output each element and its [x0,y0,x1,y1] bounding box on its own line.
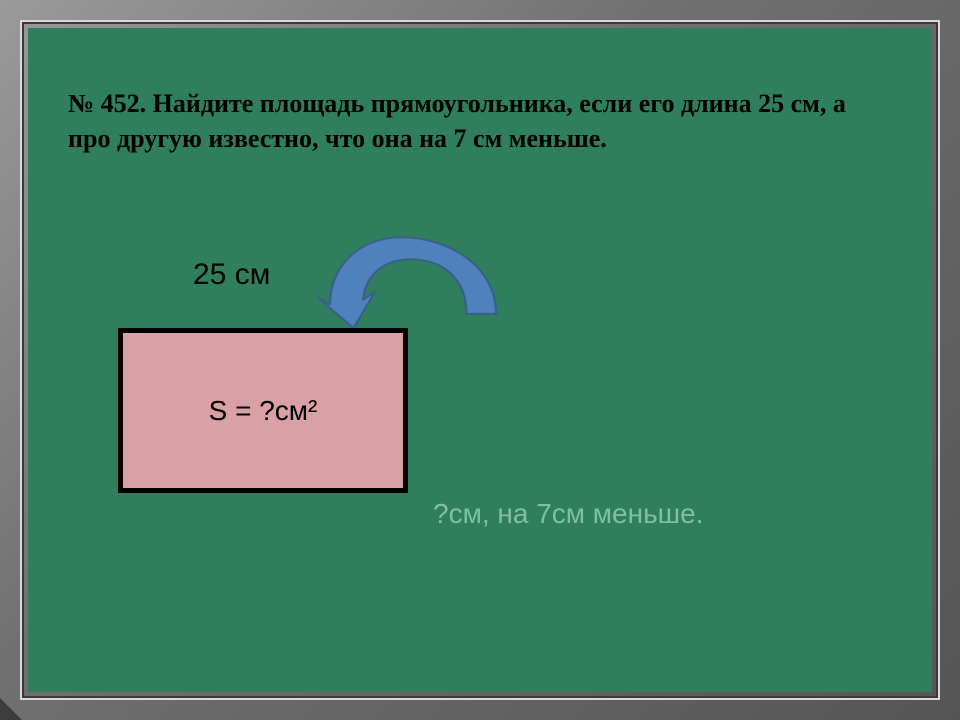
rectangle-area-label: S = ?см² [209,395,318,427]
rectangle-shape: S = ?см² [118,328,408,493]
corner-shadow-decoration [0,698,22,720]
inner-frame: № 452. Найдите площадь прямоугольника, е… [20,20,940,700]
hint-width-label: ?см, на 7см меньше. [433,498,703,530]
outer-frame: № 452. Найдите площадь прямоугольника, е… [0,0,960,720]
dimension-label-length: 25 см [193,258,270,292]
problem-statement: № 452. Найдите площадь прямоугольника, е… [68,86,892,156]
slide-canvas: № 452. Найдите площадь прямоугольника, е… [28,28,932,692]
curved-arrow-icon [318,223,508,333]
